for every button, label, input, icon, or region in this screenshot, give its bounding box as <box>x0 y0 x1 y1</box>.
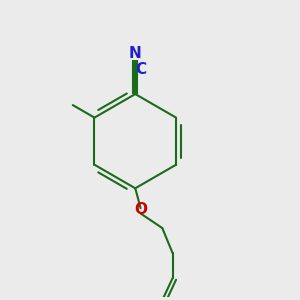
Text: C: C <box>135 61 146 76</box>
Text: N: N <box>129 46 142 61</box>
Text: O: O <box>134 202 147 217</box>
